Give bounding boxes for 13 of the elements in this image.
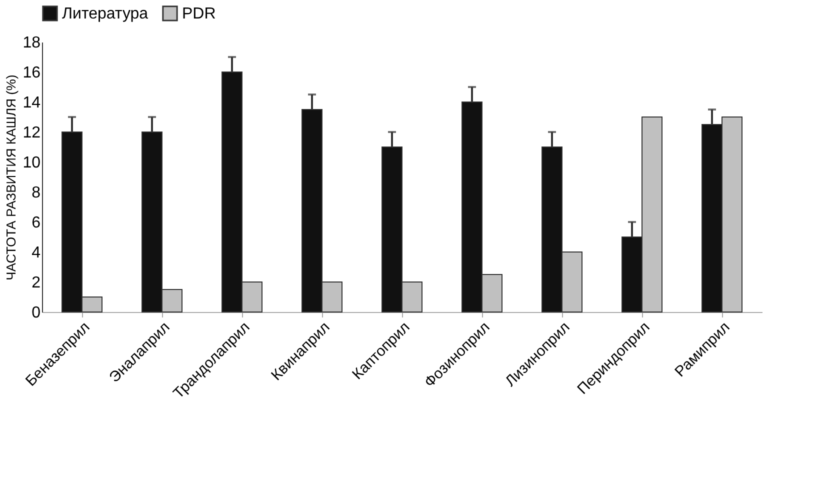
y-tick-label: 14: [22, 94, 41, 112]
y-axis-title: ЧАСТОТА РАЗВИТИЯ КАШЛЯ (%): [4, 74, 19, 280]
y-tick-label: 6: [32, 214, 41, 232]
y-tick-label: 8: [32, 184, 41, 202]
y-tick-label: 12: [22, 124, 41, 142]
y-tick-label: 18: [22, 34, 41, 52]
y-tick-label: 10: [22, 154, 41, 172]
y-tick-label: 2: [32, 274, 41, 292]
y-tick-label: 0: [32, 304, 41, 322]
legend-label: PDR: [182, 5, 216, 22]
y-tick-label: 16: [22, 64, 41, 82]
legend-label: Литература: [62, 5, 148, 22]
y-tick-label: 4: [32, 244, 41, 262]
